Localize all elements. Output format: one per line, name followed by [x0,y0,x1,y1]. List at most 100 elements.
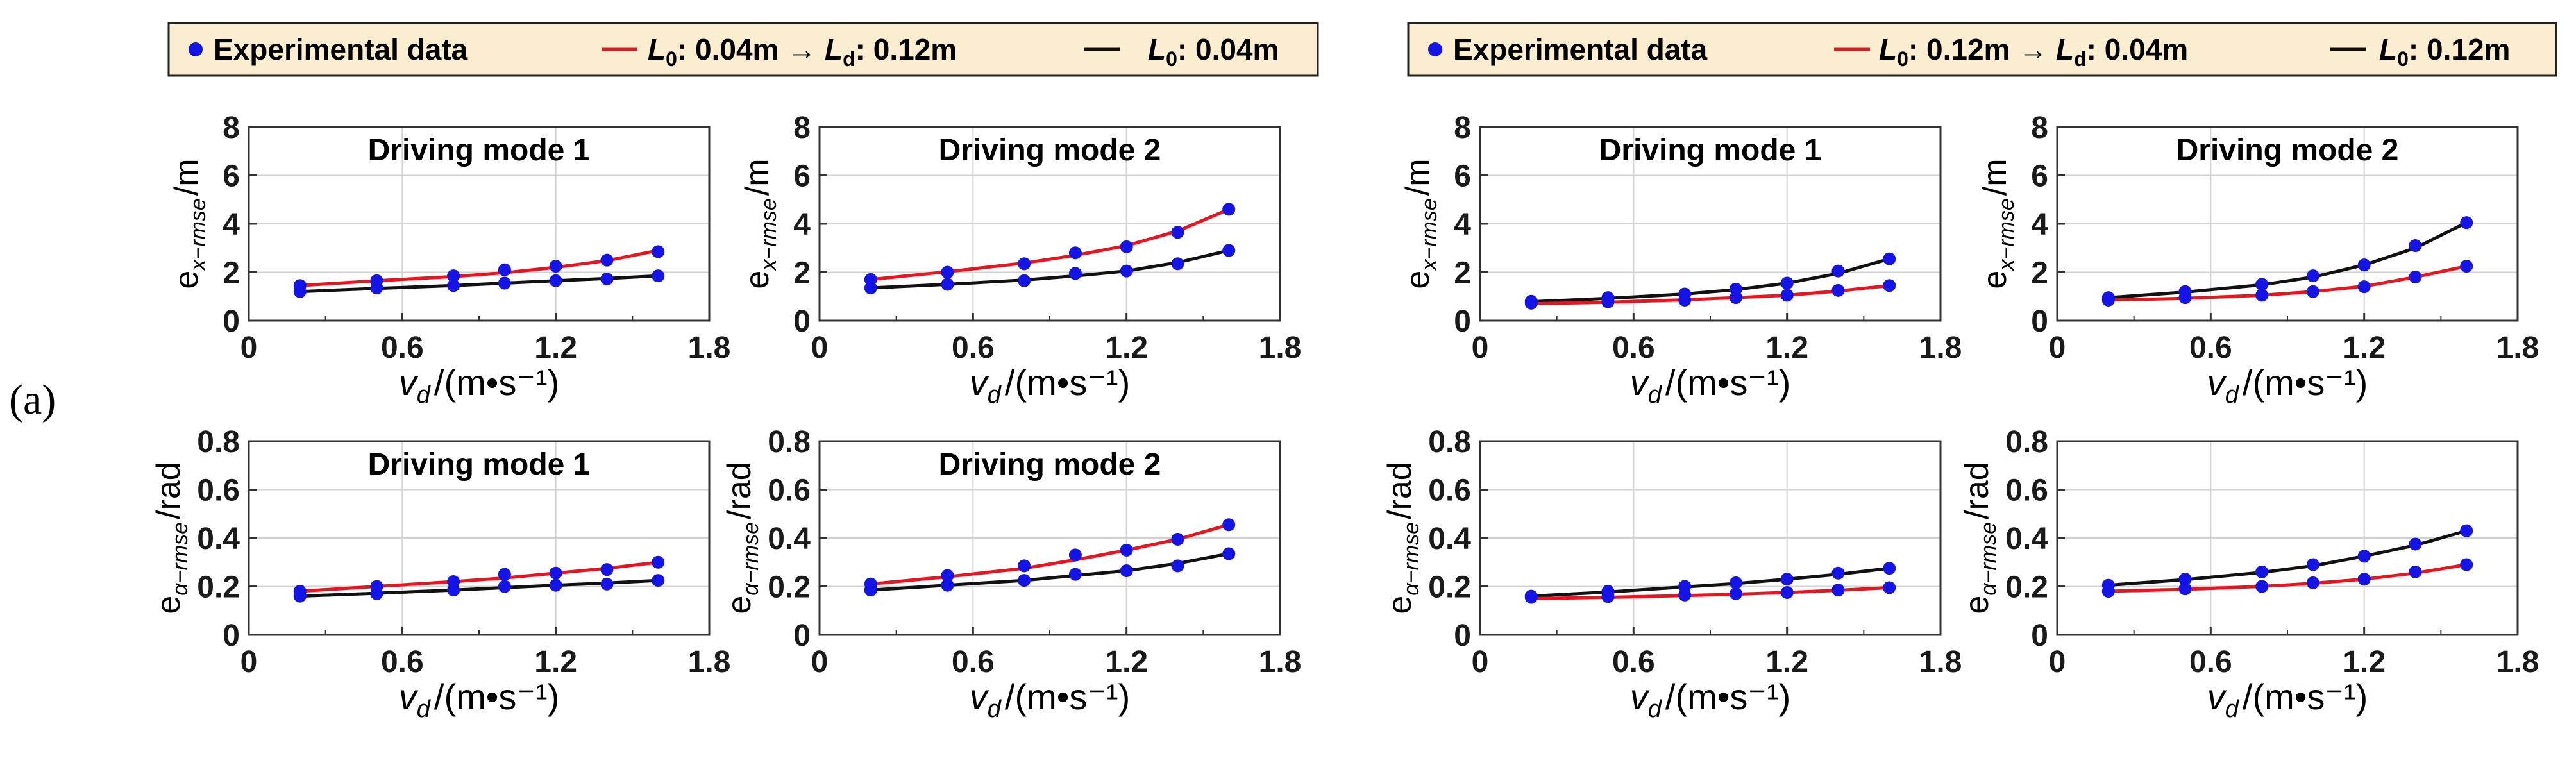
data-point [1222,244,1236,257]
y-tick-label: 0.2 [197,571,240,605]
legend-label-red: L0: 0.12m → Ld: 0.04m [1879,33,2188,71]
data-point [2357,550,2371,563]
data-point [447,269,460,283]
data-point [293,589,307,603]
data-point [1883,252,1896,265]
data-point [1831,566,1845,580]
charts: 0 0.6 1.2 1.8 0 2 4 6 8 Driving mode 1 vd/(m•s⁻¹) e… [150,111,2539,723]
data-point [549,566,562,580]
data-point [2178,291,2192,305]
y-tick-label: 0 [793,305,811,339]
x-axis-label: vd/(m•s⁻¹) [399,362,559,408]
data-point [1729,291,1742,305]
data-point [600,273,614,286]
x-tick-label: 0.6 [381,645,424,679]
data-point [2409,565,2422,578]
data-point [941,278,954,291]
data-point [1831,283,1845,297]
data-point [2178,582,2192,596]
x-tick-label: 0 [811,331,829,365]
x-axis-label: vd/(m•s⁻¹) [399,677,559,723]
data-point [2357,573,2371,586]
y-tick-label: 0.4 [2005,522,2048,556]
data-point [1729,576,1742,589]
x-tick-label: 1.8 [1259,645,1302,679]
y-tick-label: 0.2 [768,571,811,605]
y-tick-label: 0.4 [1428,522,1471,556]
y-tick-label: 6 [2031,160,2048,194]
data-point [2357,258,2371,272]
data-point [2178,573,2192,586]
series-points-3 [1524,279,1896,310]
data-point [1831,264,1845,278]
data-point [2255,278,2269,291]
y-axis-label: eα−rmse/rad [1958,462,2001,614]
series-points-3 [293,574,665,603]
data-point [1601,295,1615,308]
y-tick-label: 8 [1454,111,1471,145]
y-tick-label: 2 [2031,257,2048,290]
y-tick-label: 0 [1454,619,1471,653]
x-tick-label: 1.2 [1105,645,1148,679]
y-tick-label: 0.6 [2005,474,2048,508]
x-tick-label: 1.8 [688,331,731,365]
data-point [1120,564,1133,577]
data-point [2357,280,2371,294]
y-axis-label: ex−rmse/m [168,158,210,289]
data-point [1068,548,1082,562]
y-tick-label: 0 [2031,619,2048,653]
x-tick-label: 1.8 [1919,645,1962,679]
x-tick-label: 0.6 [1612,331,1655,365]
data-point [1883,279,1896,292]
y-tick-label: 0 [223,619,240,653]
chart-title: Driving mode 2 [939,448,1161,482]
y-tick-label: 8 [223,111,240,145]
y-tick-label: 6 [1454,160,1471,194]
legend-marker-experimental [189,42,203,56]
data-point [1780,573,1794,586]
data-point [1883,581,1896,594]
data-point [498,580,511,593]
x-tick-label: 0.6 [952,645,995,679]
data-point [2306,285,2319,298]
x-tick-label: 1.2 [534,645,577,679]
data-point [498,263,511,276]
data-point [1222,547,1236,560]
data-point [370,282,383,295]
panel-label: (a) [9,376,56,423]
x-tick-label: 1.2 [1765,331,1808,365]
y-tick-label: 4 [793,208,811,242]
y-axis-label: eα−rmse/rad [721,462,763,614]
x-tick-label: 0 [2049,645,2066,679]
x-tick-label: 1.2 [2343,331,2386,365]
x-axis-label: vd/(m•s⁻¹) [2207,362,2368,408]
y-tick-label: 4 [1454,208,1471,242]
x-tick-label: 0.6 [952,331,995,365]
x-tick-label: 0 [240,331,258,365]
data-point [2306,269,2319,283]
y-tick-label: 0.6 [1428,474,1471,508]
data-point [1120,240,1133,253]
y-tick-label: 0 [1454,305,1471,339]
data-point [1780,585,1794,599]
data-point [370,587,383,600]
data-point [549,578,562,592]
data-point [2255,289,2269,302]
y-tick-label: 0.2 [2005,571,2048,605]
data-point [2409,239,2422,252]
data-point [600,563,614,576]
chart-1: 0 0.6 1.2 1.8 0 2 4 6 8 Driving mode 1 vd/(m•s⁻¹) e… [168,111,730,408]
x-tick-label: 0 [1472,645,1489,679]
x-axis-label: vd/(m•s⁻¹) [970,677,1130,723]
y-tick-label: 4 [2031,208,2048,242]
data-point [1018,574,1031,587]
y-tick-label: 0.8 [197,425,240,459]
data-point [652,555,665,569]
data-point [1171,559,1184,573]
series-points-3 [864,547,1236,597]
data-point [1018,559,1031,573]
x-tick-label: 1.8 [688,645,731,679]
y-tick-label: 0.6 [197,474,240,508]
x-tick-label: 1.2 [1765,645,1808,679]
data-point [1068,267,1082,280]
